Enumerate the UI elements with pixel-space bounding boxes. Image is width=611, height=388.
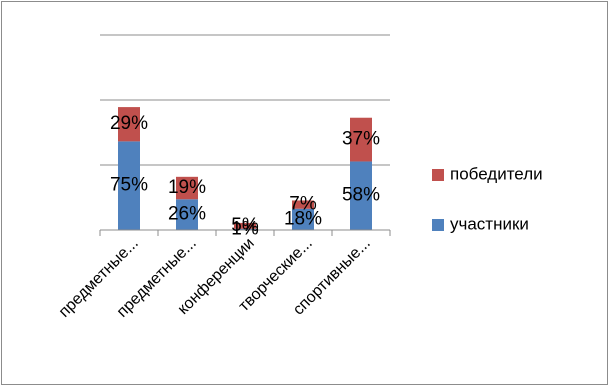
data-label-участники-0: 75% (110, 175, 148, 196)
grid (100, 34, 390, 166)
bar-победители-3 (292, 200, 314, 209)
data-label-победители-2: 5% (231, 215, 259, 236)
axis: предметные...предметные...конференциитво… (56, 229, 391, 321)
legend-label-участники: участники (450, 214, 529, 233)
bar-победители-1 (176, 176, 198, 200)
bar-участники-2 (234, 228, 256, 230)
data-labels: 75% 29% 26% 19% 1%5% 18%7% 58% 37% (110, 113, 380, 239)
bar-участники-1 (176, 199, 198, 230)
data-label-участники-4: 58% (342, 185, 380, 206)
legend-swatch-победители (432, 169, 444, 181)
bar-участники-3 (292, 208, 314, 230)
data-label-победители-3: 7% (289, 194, 317, 215)
bar-победители-2 (234, 222, 256, 229)
data-label-участники-1: 26% (168, 204, 206, 225)
legend-label-победители: победители (450, 164, 543, 183)
data-label-участники-3: 18% (284, 208, 322, 229)
bar-победители-4 (350, 117, 372, 162)
bars (118, 107, 372, 230)
bar-участники-4 (350, 161, 372, 230)
legend: участники победители (432, 164, 543, 233)
data-label-победители-1: 19% (168, 177, 206, 198)
bar-участники-0 (118, 141, 140, 230)
legend-swatch-участники (432, 219, 444, 231)
data-label-победители-0: 29% (110, 113, 148, 134)
data-label-участники-2: 1% (231, 218, 259, 239)
data-label-победители-4: 37% (342, 129, 380, 150)
bar-победители-0 (118, 107, 140, 142)
